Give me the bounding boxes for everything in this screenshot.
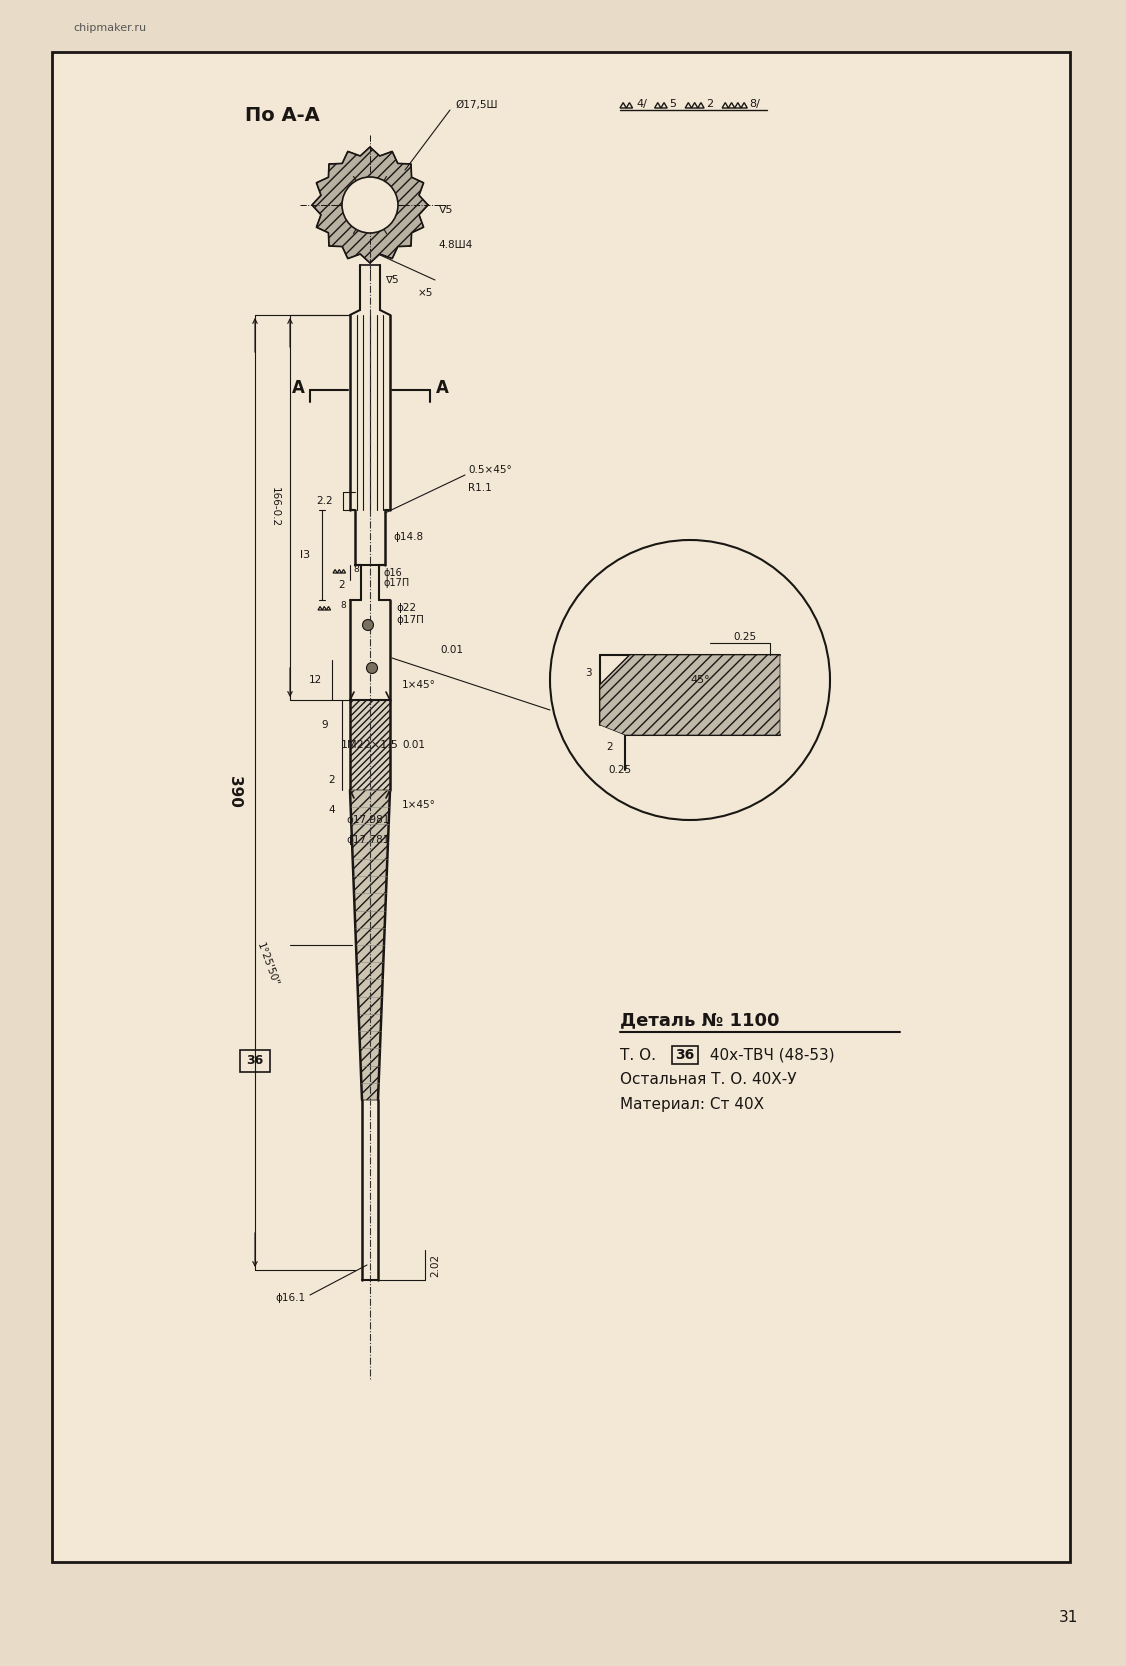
Bar [240,1050,270,1071]
Text: 166-0.2: 166-0.2 [270,486,280,526]
Text: 1×45°: 1×45° [402,800,436,810]
Text: ϕ22: ϕ22 [396,603,417,613]
Text: 1×45°: 1×45° [402,680,436,690]
Text: 0.01: 0.01 [402,740,425,750]
Text: 2: 2 [329,775,336,785]
Text: 2: 2 [339,580,345,590]
Text: ∇5: ∇5 [385,275,399,285]
Text: Т. О.: Т. О. [620,1048,671,1063]
Bar [672,1046,698,1065]
Circle shape [342,177,397,233]
Text: По А-А: По А-А [245,105,320,125]
Text: 1М22×1.5: 1М22×1.5 [341,740,399,750]
Polygon shape [350,790,390,1100]
Text: 36: 36 [676,1048,695,1061]
Text: 4: 4 [329,805,336,815]
Text: l3: l3 [300,550,310,560]
Text: 31: 31 [1058,1611,1078,1626]
Text: 0.25: 0.25 [733,631,757,641]
Text: ϕ17.981: ϕ17.981 [347,815,390,825]
Text: ϕ17П: ϕ17П [384,578,410,588]
Polygon shape [312,147,428,263]
Text: ∇5: ∇5 [438,205,453,215]
Text: 40х-ТВЧ (48-53): 40х-ТВЧ (48-53) [705,1048,834,1063]
Circle shape [366,663,377,673]
Text: 0.5×45°: 0.5×45° [468,465,511,475]
Text: А: А [436,378,448,397]
Text: 3: 3 [586,668,592,678]
Text: 390: 390 [227,776,242,808]
Polygon shape [600,655,780,735]
Text: R1.1: R1.1 [468,483,492,493]
Text: А: А [292,378,304,397]
Text: 0.25: 0.25 [608,765,632,775]
Text: 2.2: 2.2 [316,496,333,506]
Text: 4/: 4/ [636,98,647,108]
Text: ϕ17.781: ϕ17.781 [347,835,390,845]
Text: ϕ17П: ϕ17П [396,615,423,625]
Text: ϕ16: ϕ16 [384,568,403,578]
Text: Деталь № 1100: Деталь № 1100 [620,1011,779,1030]
Text: 8: 8 [340,601,346,610]
Text: Ø17,5Ш: Ø17,5Ш [455,100,498,110]
Text: Остальная Т. О. 40Х-У: Остальная Т. О. 40Х-У [620,1073,796,1088]
Text: 36: 36 [247,1055,263,1068]
Text: 4.8Ш4: 4.8Ш4 [438,240,472,250]
Text: 2: 2 [706,98,713,108]
Text: 2.02: 2.02 [430,1253,440,1276]
Text: 8/: 8/ [749,98,760,108]
Text: 0.01: 0.01 [440,645,463,655]
Text: 45°: 45° [690,675,709,685]
Circle shape [549,540,830,820]
Text: 9: 9 [321,720,328,730]
Text: 2: 2 [607,741,614,751]
Text: 5: 5 [669,98,677,108]
Text: ϕ16.1: ϕ16.1 [275,1293,305,1303]
Text: 12: 12 [309,675,322,685]
Text: ϕ14.8: ϕ14.8 [393,531,423,541]
Text: 8: 8 [352,565,359,573]
Text: Материал: Ст 40Х: Материал: Ст 40Х [620,1098,765,1113]
Circle shape [363,620,374,630]
Polygon shape [350,700,390,790]
Text: chipmaker.ru: chipmaker.ru [73,23,146,33]
Text: 1°25'50": 1°25'50" [254,941,280,988]
Text: ×5: ×5 [418,288,432,298]
